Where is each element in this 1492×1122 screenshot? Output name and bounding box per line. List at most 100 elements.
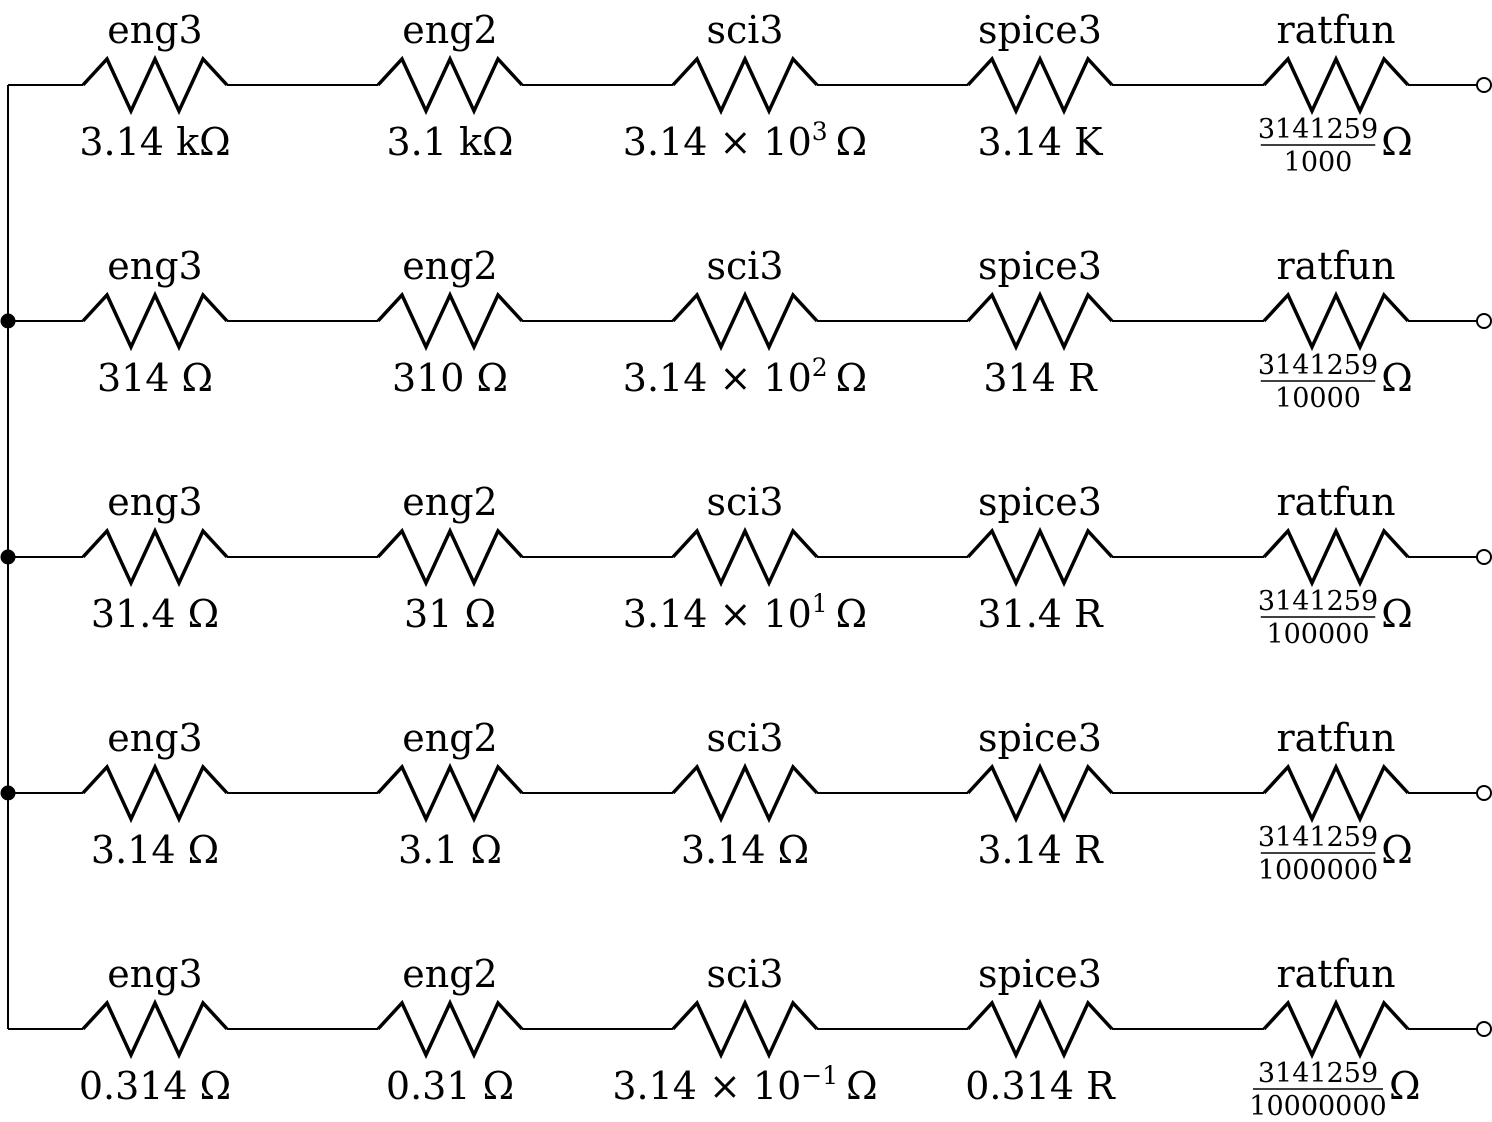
- resistor-symbol: [671, 762, 819, 824]
- resistor-name-label: eng2: [402, 244, 497, 288]
- value-unit: Ω: [836, 592, 868, 636]
- fraction-denominator: 1000000: [1258, 855, 1378, 886]
- resistor-symbol: [671, 290, 819, 352]
- value-exponent: 1: [812, 589, 828, 618]
- resistor-name-label: spice3: [978, 716, 1102, 760]
- fraction-numerator: 3141259: [1258, 586, 1378, 617]
- open-terminal: [1476, 313, 1492, 329]
- resistor-name-label: spice3: [978, 952, 1102, 996]
- resistor-value-label: 310 Ω: [392, 356, 508, 400]
- resistor-name-label: eng3: [107, 8, 202, 52]
- value-unit: Ω: [836, 120, 868, 164]
- resistor-symbol: [966, 54, 1114, 116]
- resistor-value-label: 3.14 × 103 Ω: [623, 117, 867, 164]
- resistor-symbol: [81, 290, 229, 352]
- resistor-name-label: sci3: [706, 952, 783, 996]
- fraction-unit: Ω: [1389, 1064, 1421, 1108]
- open-terminal: [1476, 785, 1492, 801]
- value-exponent: 2: [812, 353, 828, 382]
- resistor-name-label: eng2: [402, 952, 497, 996]
- value-mantissa: 3.14 × 10: [623, 356, 812, 400]
- resistor-name-label: eng3: [107, 480, 202, 524]
- resistor-symbol: [1262, 526, 1410, 588]
- resistor-name-label: eng3: [107, 716, 202, 760]
- value-unit: Ω: [836, 356, 868, 400]
- resistor-value-label: 0.31 Ω: [386, 1064, 514, 1108]
- fraction-denominator: 10000000: [1249, 1091, 1386, 1122]
- resistor-value-label: 31.4 R: [977, 592, 1104, 636]
- resistor-value-label: 3.14 × 102 Ω: [623, 353, 867, 400]
- resistor-name-label: ratfun: [1276, 952, 1395, 996]
- wires-layer: [7, 84, 1477, 1030]
- fraction-denominator: 100000: [1266, 619, 1369, 650]
- resistor-name-label: eng2: [402, 480, 497, 524]
- resistor-value-label: 3.1 Ω: [398, 828, 502, 872]
- resistor-value-label: 3.14 × 10−1 Ω: [612, 1061, 877, 1108]
- resistor-symbol: [966, 998, 1114, 1060]
- resistor-value-label: 0.314 Ω: [79, 1064, 231, 1108]
- fraction-unit: Ω: [1381, 828, 1413, 872]
- resistor-value-label: 3.14 R: [977, 828, 1104, 872]
- value-mantissa: 3.14 × 10: [623, 120, 812, 164]
- resistor-symbol: [1262, 54, 1410, 116]
- resistor-symbol: [1262, 290, 1410, 352]
- resistor-name-label: spice3: [978, 480, 1102, 524]
- resistor-symbol: [966, 526, 1114, 588]
- resistor-name-label: sci3: [706, 244, 783, 288]
- resistor-value-label: 314 R: [983, 356, 1098, 400]
- value-exponent: −1: [801, 1061, 838, 1090]
- resistor-name-label: eng3: [107, 244, 202, 288]
- fraction-numerator: 3141259: [1258, 114, 1378, 145]
- resistor-value-label: 31.4 Ω: [91, 592, 219, 636]
- resistor-value-label: 0.314 R: [965, 1064, 1116, 1108]
- resistor-name-label: eng3: [107, 952, 202, 996]
- resistors-layer: [0, 54, 1492, 1060]
- resistor-symbol: [376, 526, 524, 588]
- resistor-value-label: 314 Ω: [97, 356, 213, 400]
- resistor-value-label: 3.14 × 101 Ω: [623, 589, 867, 636]
- value-mantissa: 3.14 × 10: [612, 1064, 801, 1108]
- resistor-name-label: sci3: [706, 8, 783, 52]
- resistor-symbol: [671, 54, 819, 116]
- resistor-symbol: [671, 526, 819, 588]
- resistor-name-label: sci3: [706, 480, 783, 524]
- resistor-symbol: [81, 526, 229, 588]
- fraction-denominator: 1000: [1284, 147, 1353, 178]
- open-terminal: [1476, 77, 1492, 93]
- resistor-symbol: [376, 762, 524, 824]
- resistor-symbol: [376, 290, 524, 352]
- resistor-symbol: [81, 998, 229, 1060]
- resistor-symbol: [81, 54, 229, 116]
- resistor-name-label: ratfun: [1276, 716, 1395, 760]
- junction-dot: [0, 549, 16, 565]
- open-terminal: [1476, 549, 1492, 565]
- fraction-unit: Ω: [1381, 356, 1413, 400]
- resistor-name-label: spice3: [978, 8, 1102, 52]
- resistor-name-label: spice3: [978, 244, 1102, 288]
- fraction-numerator: 3141259: [1258, 822, 1378, 853]
- open-terminal: [1476, 1021, 1492, 1037]
- fraction-denominator: 10000: [1275, 383, 1361, 414]
- resistor-name-label: ratfun: [1276, 8, 1395, 52]
- value-unit: Ω: [846, 1064, 878, 1108]
- junction-dot: [0, 313, 16, 329]
- resistor-symbol: [376, 54, 524, 116]
- fraction-numerator: 3141259: [1258, 1058, 1378, 1089]
- fraction-unit: Ω: [1381, 120, 1413, 164]
- fraction-numerator: 3141259: [1258, 350, 1378, 381]
- resistor-symbol: [671, 998, 819, 1060]
- resistor-value-label: 3.14 kΩ: [79, 120, 230, 164]
- resistor-name-label: ratfun: [1276, 244, 1395, 288]
- resistor-name-label: eng2: [402, 8, 497, 52]
- resistor-symbol: [1262, 762, 1410, 824]
- resistor-value-label: 31 Ω: [404, 592, 496, 636]
- resistor-name-label: ratfun: [1276, 480, 1395, 524]
- resistor-name-label: sci3: [706, 716, 783, 760]
- resistor-symbol: [81, 762, 229, 824]
- resistor-symbol: [1262, 998, 1410, 1060]
- resistor-symbol: [966, 290, 1114, 352]
- value-exponent: 3: [812, 117, 828, 146]
- value-mantissa: 3.14 × 10: [623, 592, 812, 636]
